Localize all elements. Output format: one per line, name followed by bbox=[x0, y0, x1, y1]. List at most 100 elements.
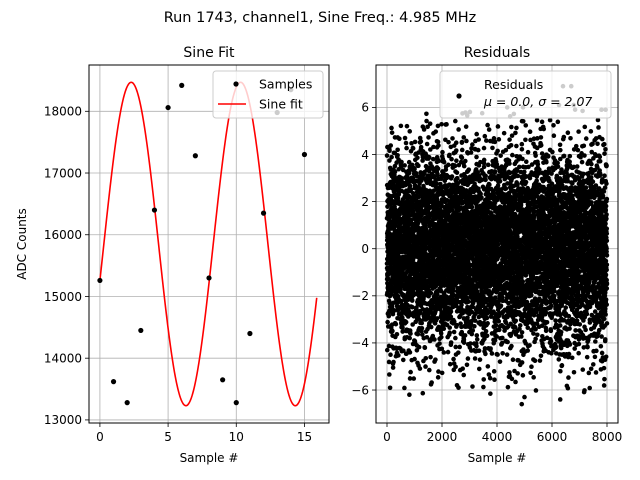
residual-point bbox=[453, 344, 459, 350]
sine-fit-ytick-label: 18000 bbox=[44, 105, 82, 119]
residuals-title: Residuals bbox=[464, 45, 530, 61]
residual-point bbox=[435, 375, 441, 380]
residual-point bbox=[450, 136, 455, 141]
residual-point bbox=[415, 331, 421, 337]
sine-fit-grid bbox=[89, 65, 329, 423]
residual-point bbox=[482, 133, 488, 139]
residual-point bbox=[395, 147, 400, 153]
residual-point bbox=[454, 158, 459, 163]
residual-point bbox=[493, 323, 499, 328]
residual-point bbox=[432, 337, 437, 342]
residual-point bbox=[453, 364, 458, 370]
residual-point bbox=[492, 139, 498, 145]
residual-point bbox=[513, 130, 518, 136]
sample-point bbox=[179, 82, 185, 88]
residual-point bbox=[389, 130, 395, 135]
residual-point bbox=[485, 122, 490, 128]
residual-point bbox=[436, 158, 441, 164]
residual-point bbox=[399, 159, 404, 165]
residual-point bbox=[483, 173, 488, 179]
residual-point bbox=[453, 118, 458, 124]
residual-point bbox=[481, 145, 487, 151]
sample-point bbox=[233, 400, 239, 406]
residual-point bbox=[394, 332, 400, 337]
residual-point bbox=[490, 145, 495, 151]
residual-point bbox=[420, 390, 426, 396]
residual-point bbox=[498, 153, 503, 158]
residual-point bbox=[449, 174, 455, 179]
residual-point bbox=[403, 140, 409, 146]
residual-point bbox=[474, 337, 480, 342]
residual-point bbox=[456, 127, 461, 132]
sine-fit-ytick-label: 14000 bbox=[44, 351, 82, 365]
residual-point bbox=[496, 137, 502, 142]
residual-point bbox=[505, 384, 511, 390]
sample-point bbox=[110, 379, 117, 385]
residual-point bbox=[384, 153, 390, 158]
residual-point bbox=[412, 166, 417, 172]
residual-point bbox=[391, 359, 396, 365]
residual-point bbox=[416, 344, 422, 350]
residual-point bbox=[475, 147, 481, 153]
residual-point bbox=[485, 321, 490, 326]
residual-point bbox=[498, 303, 504, 308]
residual-point bbox=[408, 331, 413, 336]
residual-point bbox=[426, 154, 432, 160]
residual-point bbox=[412, 356, 417, 362]
residual-point bbox=[395, 308, 401, 313]
residual-point bbox=[472, 356, 478, 361]
legend-sine-fit-label: Sine fit bbox=[259, 97, 303, 112]
residual-point bbox=[402, 135, 408, 141]
residual-point bbox=[508, 143, 514, 148]
residual-point bbox=[455, 350, 461, 355]
residual-point bbox=[484, 315, 490, 321]
residual-point bbox=[495, 148, 500, 154]
residual-point bbox=[426, 135, 431, 140]
residual-point bbox=[435, 123, 441, 129]
residual-point bbox=[392, 169, 398, 175]
residual-point bbox=[476, 137, 481, 142]
residual-point bbox=[387, 385, 393, 391]
residual-point bbox=[488, 346, 493, 351]
residual-point bbox=[386, 313, 392, 319]
residual-point bbox=[422, 345, 428, 350]
residual-point bbox=[504, 352, 510, 357]
residual-point bbox=[410, 322, 415, 327]
residual-point bbox=[436, 369, 441, 374]
residual-point bbox=[449, 156, 454, 162]
residual-point bbox=[385, 276, 391, 282]
residual-point bbox=[425, 124, 430, 130]
residual-point bbox=[439, 370, 445, 376]
residual-point bbox=[513, 318, 519, 324]
residual-point bbox=[488, 391, 493, 396]
residual-point bbox=[507, 137, 512, 142]
residual-point bbox=[400, 357, 406, 363]
residual-point bbox=[519, 141, 525, 147]
residual-point bbox=[392, 163, 398, 169]
residual-point bbox=[453, 335, 458, 341]
residual-point bbox=[453, 148, 459, 153]
residual-point bbox=[484, 333, 490, 339]
residual-point bbox=[403, 319, 409, 325]
residual-point bbox=[483, 351, 488, 357]
residual-point bbox=[496, 319, 502, 324]
residual-point bbox=[447, 325, 453, 330]
residual-point bbox=[439, 334, 444, 340]
residual-point bbox=[474, 343, 479, 349]
residual-point bbox=[439, 121, 444, 127]
residual-point bbox=[440, 149, 445, 155]
residual-point bbox=[420, 332, 425, 337]
residual-point bbox=[519, 360, 525, 365]
residual-point bbox=[409, 298, 415, 303]
residual-point bbox=[402, 385, 407, 391]
residual-point bbox=[384, 347, 390, 353]
residual-point bbox=[510, 152, 515, 158]
residual-point bbox=[436, 234, 442, 240]
residual-point bbox=[435, 166, 441, 172]
legend-samples-label: Samples bbox=[259, 77, 312, 92]
sine-fit-plot-frame bbox=[88, 64, 330, 424]
residual-point bbox=[412, 139, 418, 145]
sine-fit-title: Sine Fit bbox=[183, 45, 235, 61]
